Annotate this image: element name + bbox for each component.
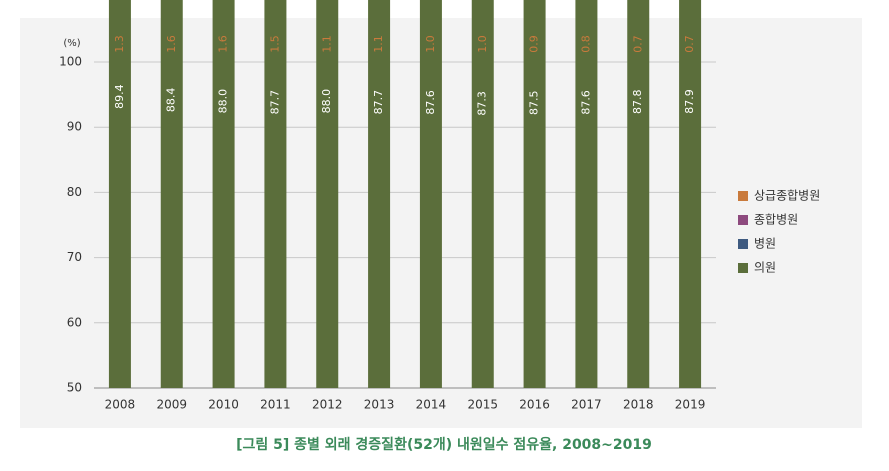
bar-segment: [264, 0, 287, 389]
x-tick-label: 2018: [623, 398, 654, 412]
data-label: 0.7: [631, 35, 644, 53]
x-tick-label: 2013: [364, 398, 395, 412]
bar-segment: [575, 0, 598, 388]
data-label: 87.8: [631, 90, 644, 115]
legend-swatch: [738, 215, 748, 225]
data-label: 1.0: [424, 35, 437, 53]
caption: [그림 5] 종별 외래 경증질환(52개) 내원일수 점유율, 2008~20…: [236, 436, 652, 453]
x-tick-label: 2008: [105, 398, 136, 412]
x-tick-label: 2012: [312, 398, 343, 412]
data-label: 87.9: [683, 89, 696, 114]
data-label: 88.0: [217, 89, 230, 114]
data-label: 1.3: [113, 35, 126, 53]
data-label: 0.7: [683, 35, 696, 53]
legend-label: 의원: [754, 261, 776, 275]
y-tick-label: 70: [67, 250, 82, 264]
legend-label: 병원: [754, 237, 776, 251]
bar-segment: [471, 0, 494, 388]
bar-segment: [316, 0, 339, 389]
data-label: 0.8: [579, 35, 592, 53]
bar-segment: [627, 0, 650, 388]
data-label: 88.4: [165, 88, 178, 113]
x-tick-label: 2014: [416, 398, 447, 412]
x-tick-label: 2017: [571, 398, 602, 412]
y-tick-label: 50: [67, 381, 82, 395]
data-label: 87.6: [424, 90, 437, 115]
data-label: 87.3: [476, 91, 489, 116]
x-tick-label: 2009: [156, 398, 187, 412]
data-label: 0.9: [528, 35, 541, 53]
data-label: 1.1: [372, 35, 385, 53]
y-unit: (%): [63, 38, 80, 49]
bar-segment: [108, 0, 131, 388]
legend-label: 상급종합병원: [754, 189, 820, 203]
x-tick-label: 2019: [675, 398, 706, 412]
data-label: 87.6: [579, 90, 592, 115]
bar-segment: [212, 0, 235, 389]
y-tick-label: 60: [67, 315, 82, 329]
legend-label: 종합병원: [754, 213, 798, 227]
bar-segment: [523, 0, 546, 388]
legend-swatch: [738, 263, 748, 273]
y-tick-label: 80: [67, 185, 82, 199]
y-tick-label: 90: [67, 120, 82, 134]
x-tick-label: 2016: [519, 398, 550, 412]
x-tick-label: 2015: [467, 398, 498, 412]
bar-segment: [160, 0, 183, 388]
data-label: 89.4: [113, 84, 126, 109]
legend-swatch: [738, 239, 748, 249]
legend-swatch: [738, 191, 748, 201]
data-label: 1.0: [476, 35, 489, 53]
x-tick-label: 2010: [208, 398, 239, 412]
data-label: 1.6: [217, 35, 230, 53]
data-label: 1.1: [320, 35, 333, 53]
bar-segment: [368, 0, 391, 389]
data-label: 87.7: [268, 90, 281, 115]
y-tick-label: 100: [59, 55, 82, 69]
data-label: 87.5: [528, 91, 541, 116]
data-label: 1.5: [268, 35, 281, 53]
x-tick-label: 2011: [260, 398, 291, 412]
data-label: 87.7: [372, 90, 385, 115]
data-label: 88.0: [320, 89, 333, 114]
bar-segment: [679, 0, 702, 388]
data-label: 1.6: [165, 35, 178, 53]
bar-segment: [419, 0, 442, 388]
